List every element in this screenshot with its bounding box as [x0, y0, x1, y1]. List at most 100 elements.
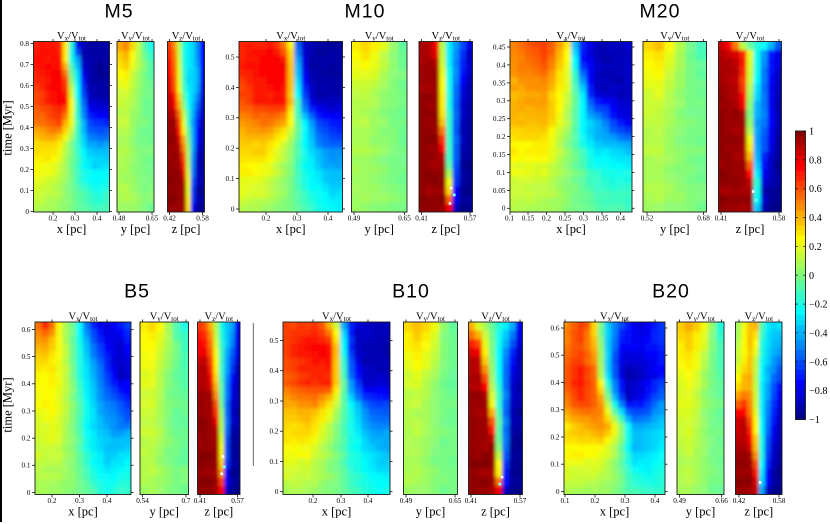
svg-text:0.4: 0.4 [103, 497, 112, 505]
svg-text:−0.4: −0.4 [809, 328, 827, 339]
svg-text:z [pc]: z [pc] [172, 222, 201, 236]
svg-text:0.25: 0.25 [559, 215, 572, 223]
svg-text:0: 0 [27, 489, 31, 497]
svg-text:0.4: 0.4 [20, 124, 29, 132]
svg-text:1: 1 [809, 127, 814, 138]
svg-text:0.4: 0.4 [809, 213, 822, 224]
svg-text:0.42: 0.42 [163, 215, 176, 223]
svg-text:0.3: 0.3 [226, 114, 235, 122]
svg-text:0.49: 0.49 [400, 497, 413, 505]
svg-text:0.1: 0.1 [505, 215, 514, 223]
svg-text:0.4: 0.4 [616, 215, 625, 223]
svg-text:0.41: 0.41 [194, 497, 207, 505]
svg-text:0.49: 0.49 [348, 215, 361, 223]
svg-text:y [pc]: y [pc] [416, 505, 446, 519]
svg-text:Vy/Vtot: Vy/Vtot [416, 312, 445, 324]
svg-text:0.49: 0.49 [673, 497, 686, 505]
svg-text:0.41: 0.41 [415, 215, 428, 223]
svg-text:0: 0 [275, 488, 279, 496]
svg-text:y [pc]: y [pc] [364, 222, 394, 236]
svg-text:0.3: 0.3 [337, 497, 346, 505]
svg-text:0.3: 0.3 [621, 497, 630, 505]
svg-text:0.8: 0.8 [20, 40, 29, 48]
svg-text:−1: −1 [809, 415, 820, 426]
svg-text:0.1: 0.1 [497, 169, 506, 177]
svg-text:0.1: 0.1 [551, 461, 560, 469]
svg-text:0.3: 0.3 [20, 145, 29, 153]
svg-text:Vy/Vtot: Vy/Vtot [660, 31, 689, 43]
svg-text:Vy/Vtot: Vy/Vtot [150, 312, 179, 324]
svg-text:0: 0 [231, 205, 235, 213]
svg-text:0.7: 0.7 [20, 61, 29, 69]
svg-text:0: 0 [809, 271, 814, 282]
svg-text:0.4: 0.4 [364, 497, 373, 505]
svg-text:0.5: 0.5 [270, 337, 279, 345]
svg-text:0.3: 0.3 [270, 397, 279, 405]
svg-text:x [pc]: x [pc] [556, 222, 586, 236]
svg-text:0.65: 0.65 [146, 215, 159, 223]
svg-text:Vz/Vtot: Vz/Vtot [172, 31, 201, 43]
svg-text:0.2: 0.2 [262, 215, 271, 223]
svg-text:Vz/Vtot: Vz/Vtot [745, 312, 774, 324]
svg-text:0.3: 0.3 [551, 406, 560, 414]
svg-text:0.25: 0.25 [493, 115, 506, 123]
svg-text:y [pc]: y [pc] [121, 222, 151, 236]
svg-text:z [pc]: z [pc] [431, 222, 460, 236]
svg-text:0.1: 0.1 [561, 497, 570, 505]
svg-text:0.6: 0.6 [809, 184, 822, 195]
svg-text:0.1: 0.1 [270, 458, 279, 466]
svg-text:0.2: 0.2 [49, 215, 58, 223]
svg-text:0: 0 [25, 208, 29, 216]
svg-text:x [pc]: x [pc] [276, 222, 306, 236]
svg-text:0.57: 0.57 [231, 497, 244, 505]
svg-text:0.65: 0.65 [398, 215, 411, 223]
svg-text:0.4: 0.4 [497, 61, 506, 69]
svg-text:Vx/Vtot: Vx/Vtot [557, 31, 586, 43]
svg-text:0: 0 [502, 205, 506, 213]
svg-text:0.42: 0.42 [733, 497, 746, 505]
svg-text:0.4: 0.4 [551, 379, 560, 387]
svg-text:y [pc]: y [pc] [149, 505, 179, 519]
svg-text:0.6: 0.6 [20, 82, 29, 90]
svg-text:0.5: 0.5 [22, 353, 31, 361]
svg-text:0.65: 0.65 [449, 497, 462, 505]
svg-text:Vz/Vtot: Vz/Vtot [736, 31, 765, 43]
svg-text:time [Myr]: time [Myr] [1, 100, 15, 155]
svg-text:0.3: 0.3 [293, 215, 302, 223]
svg-text:0.5: 0.5 [20, 103, 29, 111]
svg-text:0.52: 0.52 [641, 215, 654, 223]
svg-text:M10: M10 [345, 1, 386, 23]
svg-text:0.1: 0.1 [22, 462, 31, 470]
svg-text:0.66: 0.66 [715, 497, 728, 505]
svg-text:0.3: 0.3 [75, 497, 84, 505]
svg-text:B20: B20 [652, 281, 690, 303]
svg-text:0.4: 0.4 [324, 215, 333, 223]
svg-text:−0.6: −0.6 [809, 357, 827, 368]
svg-text:Vx/Vtot: Vx/Vtot [57, 31, 86, 43]
svg-text:−0.8: −0.8 [809, 386, 827, 397]
svg-text:0.41: 0.41 [465, 497, 478, 505]
svg-text:Vz/Vtot: Vz/Vtot [205, 312, 234, 324]
svg-text:z [pc]: z [pc] [481, 505, 510, 519]
svg-text:z [pc]: z [pc] [744, 505, 773, 519]
svg-text:0.4: 0.4 [93, 215, 102, 223]
svg-text:y [pc]: y [pc] [686, 505, 716, 519]
svg-text:0.2: 0.2 [22, 435, 31, 443]
svg-text:0.58: 0.58 [773, 497, 786, 505]
svg-text:x [pc]: x [pc] [68, 505, 98, 519]
svg-text:time [Myr]: time [Myr] [1, 377, 15, 432]
svg-text:0: 0 [556, 488, 560, 496]
svg-text:Vy/Vtot: Vy/Vtot [121, 31, 150, 43]
svg-text:0.48: 0.48 [113, 215, 126, 223]
svg-text:0.3: 0.3 [579, 215, 588, 223]
svg-text:0.4: 0.4 [22, 380, 31, 388]
svg-text:0.2: 0.2 [20, 166, 29, 174]
svg-text:0.3: 0.3 [497, 97, 506, 105]
svg-text:Vz/Vtot: Vz/Vtot [432, 31, 461, 43]
svg-text:z [pc]: z [pc] [736, 222, 765, 236]
svg-text:0.2: 0.2 [497, 133, 506, 141]
svg-text:0.45: 0.45 [493, 43, 506, 51]
svg-text:−0.2: −0.2 [809, 300, 827, 311]
svg-text:0.4: 0.4 [270, 367, 279, 375]
svg-text:0.54: 0.54 [136, 497, 149, 505]
